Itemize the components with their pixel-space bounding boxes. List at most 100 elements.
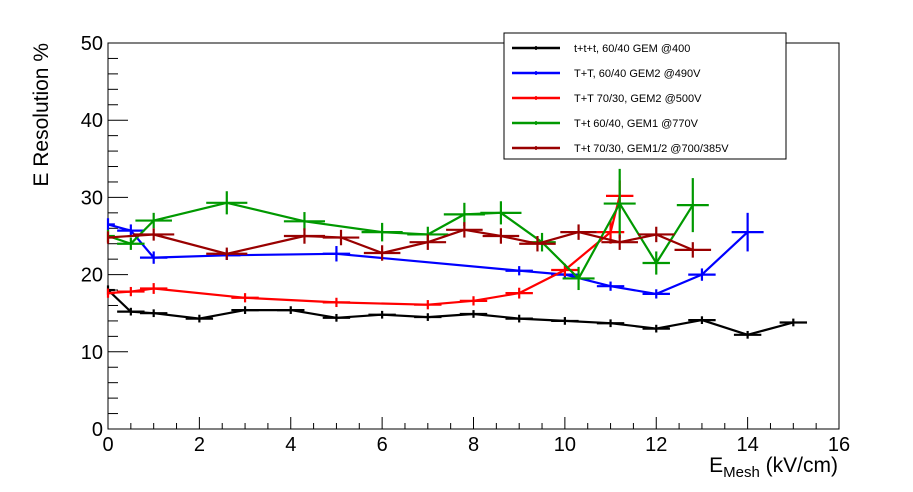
data-point — [676, 178, 709, 233]
data-point — [206, 247, 248, 260]
y-tick-label: 20 — [81, 265, 103, 287]
data-point — [368, 310, 396, 319]
legend-entries: t+t+t, 60/40 GEM @400 T+T, 60/40 GEM2 @49… — [512, 43, 729, 155]
x-tick-label: 0 — [102, 434, 113, 456]
series-line — [107, 201, 694, 280]
data-point — [596, 319, 625, 328]
data-point — [139, 309, 168, 318]
data-point — [414, 300, 442, 310]
x-tick-label: 6 — [377, 434, 388, 456]
data-point — [674, 242, 712, 258]
data-point — [560, 224, 597, 240]
legend-entry: t+t+t, 60/40 GEM @400 — [512, 43, 690, 55]
x-tick-label: 4 — [285, 434, 296, 456]
y-tick-label: 30 — [81, 187, 103, 209]
x-axis-title-unit: (kV/cm) — [760, 454, 838, 477]
data-point — [505, 314, 533, 323]
legend-label: T+T, 60/40 GEM2 @490V — [574, 68, 701, 80]
data-point — [642, 289, 670, 299]
data-point — [363, 245, 401, 261]
data-point — [601, 234, 638, 250]
series-line — [107, 289, 794, 336]
x-axis-title-main: E — [709, 454, 723, 477]
legend-label: t+t+t, 60/40 GEM @400 — [574, 43, 690, 55]
data-point — [688, 316, 716, 325]
data-point — [642, 251, 670, 275]
y-axis-title: E Resolution % — [30, 43, 53, 187]
series-3 — [106, 180, 634, 310]
legend-label: T+t 70/30, GEM1/2 @700/385V — [574, 143, 729, 155]
series-4 — [106, 168, 709, 291]
data-point — [106, 218, 115, 231]
data-point — [231, 293, 259, 303]
x-tick-label: 16 — [828, 434, 850, 456]
data-point — [283, 228, 326, 244]
x-axis-title-subscript: Mesh — [723, 464, 760, 481]
x-tick-label: 2 — [194, 434, 205, 456]
data-point — [361, 222, 403, 242]
data-point — [322, 246, 351, 262]
data-point — [117, 224, 145, 237]
data-point — [459, 296, 488, 306]
data-point — [139, 251, 168, 264]
data-point — [185, 314, 214, 323]
data-point — [562, 266, 595, 291]
data-point — [106, 288, 115, 298]
data-point — [642, 324, 670, 333]
x-tick-label: 12 — [645, 434, 667, 456]
data-point — [277, 306, 305, 314]
y-tick-label: 40 — [81, 110, 103, 132]
data-point — [106, 231, 115, 244]
data-point — [637, 226, 675, 243]
data-point — [733, 330, 762, 339]
data-point — [322, 297, 351, 308]
data-point — [505, 266, 533, 276]
data-point — [139, 283, 168, 294]
data-point — [459, 310, 488, 318]
data-point — [133, 228, 175, 241]
data-point — [482, 228, 520, 244]
data-point — [117, 286, 145, 297]
data-point — [117, 307, 145, 316]
x-tick-label: 8 — [468, 434, 479, 456]
series-1 — [106, 285, 808, 339]
x-axis-title: EMesh (kV/cm) — [709, 454, 838, 481]
data-point — [117, 237, 145, 250]
y-tick-label: 10 — [81, 342, 103, 364]
legend: t+t+t, 60/40 GEM @400 T+T, 60/40 GEM2 @49… — [503, 32, 787, 160]
y-tick-label: 50 — [81, 33, 103, 55]
series-layer — [106, 168, 808, 339]
data-point — [505, 287, 533, 299]
data-point — [322, 229, 360, 246]
data-point — [135, 212, 172, 229]
legend-entry: T+T 70/30, GEM2 @500V — [512, 93, 702, 105]
data-point — [231, 306, 259, 314]
series-5 — [106, 222, 712, 261]
x-tick-label: 14 — [737, 434, 759, 456]
legend-entry: T+t 70/30, GEM1/2 @700/385V — [512, 143, 729, 155]
legend-entry: T+T, 60/40 GEM2 @490V — [512, 68, 701, 80]
data-point — [603, 168, 636, 239]
data-point — [731, 212, 764, 252]
legend-box — [503, 32, 787, 160]
x-tick-label: 10 — [554, 434, 576, 456]
x-axis: 0 2 4 6 8 10 12 14 16 — [102, 417, 850, 456]
series-line — [107, 228, 694, 255]
data-point — [446, 222, 483, 238]
legend-label: T+T 70/30, GEM2 @500V — [574, 93, 702, 105]
data-point — [206, 191, 248, 215]
legend-label: T+t 60/40, GEM1 @770V — [574, 118, 699, 130]
data-point — [779, 318, 808, 327]
data-point — [414, 313, 442, 321]
data-point — [519, 236, 556, 252]
data-point — [596, 281, 625, 291]
data-point — [551, 317, 579, 325]
y-tick-label: 0 — [92, 419, 103, 441]
legend-entry: T+t 60/40, GEM1 @770V — [512, 118, 699, 130]
data-point — [480, 201, 522, 225]
series-2 — [106, 212, 764, 299]
data-point — [322, 313, 351, 322]
data-point — [688, 268, 716, 281]
data-point — [283, 212, 326, 231]
